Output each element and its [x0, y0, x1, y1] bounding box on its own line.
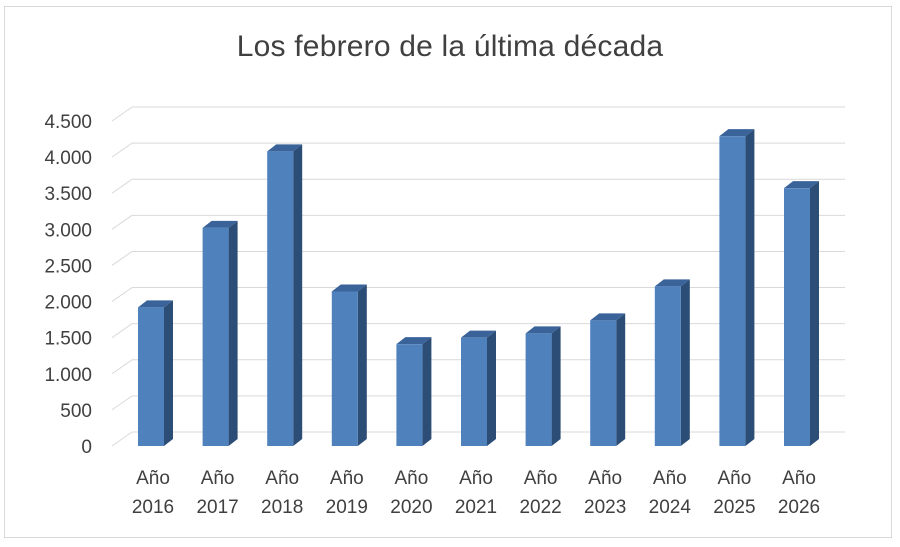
- bar-top: [590, 313, 626, 321]
- bar-top: [654, 279, 690, 287]
- bar-front: [590, 320, 617, 446]
- bar-side: [293, 144, 303, 447]
- x-tick-label-line2: 2018: [261, 497, 303, 518]
- bar: [525, 326, 561, 446]
- bar-side: [228, 220, 238, 446]
- x-tick-label-line2: 2019: [326, 497, 368, 518]
- gridline-depth: [111, 251, 133, 266]
- x-tick-label-line1: Año: [782, 468, 816, 489]
- y-tick-label: 1.500: [44, 329, 92, 350]
- bar: [331, 284, 367, 446]
- y-tick-label: 2.500: [44, 256, 92, 277]
- bar-top: [267, 144, 303, 152]
- chart-title: Los febrero de la última década: [236, 30, 664, 63]
- bar-side: [422, 337, 432, 446]
- bar: [202, 220, 238, 446]
- bar-front: [138, 307, 164, 446]
- bar: [396, 337, 432, 446]
- y-tick-label: 3.500: [44, 184, 92, 205]
- bar-front: [331, 291, 358, 446]
- x-tick-label-line1: Año: [524, 468, 558, 489]
- x-tick-label-line2: 2021: [455, 497, 497, 518]
- bar-side: [810, 181, 819, 446]
- gridline-depth: [111, 431, 133, 447]
- bar-side: [745, 129, 755, 446]
- x-tick-label-line2: 2020: [390, 497, 432, 518]
- y-tick-label: 2.000: [44, 293, 92, 314]
- gridline-depth: [111, 287, 133, 302]
- bar-top: [138, 300, 173, 308]
- gridline-depth: [111, 106, 133, 122]
- x-tick-label-line1: Año: [136, 468, 170, 489]
- bar-side: [487, 330, 496, 446]
- x-tick-label-line2: 2016: [132, 497, 174, 518]
- bar-side: [164, 300, 173, 446]
- bar: [719, 129, 755, 446]
- bar-front: [202, 227, 229, 446]
- x-tick-label-line2: 2024: [649, 497, 692, 518]
- bars: [138, 129, 819, 447]
- gridline-depth: [111, 323, 133, 339]
- bar: [267, 144, 303, 447]
- y-tick-label: 4.500: [44, 112, 92, 133]
- bar-front: [654, 286, 681, 446]
- bar-top: [202, 220, 238, 228]
- gridline-depth: [111, 359, 133, 375]
- bar-top: [525, 326, 561, 334]
- x-tick-label-line2: 2023: [584, 497, 626, 518]
- gridline-depth: [111, 214, 133, 230]
- gridline-depth: [111, 142, 133, 158]
- x-axis-ticks: Año 2016 Año 2017 Año 2018 Año 2019 Año 2020 Año 20…: [132, 468, 820, 518]
- bar-top: [784, 181, 819, 189]
- bar: [590, 313, 626, 446]
- bar-front: [396, 344, 423, 446]
- x-tick-label-line1: Año: [459, 468, 493, 489]
- x-tick-label-line1: Año: [653, 468, 687, 489]
- bar-side: [680, 279, 690, 446]
- x-tick-label-line1: Año: [717, 468, 751, 489]
- x-tick-label-line2: 2026: [778, 497, 820, 518]
- bar: [461, 330, 496, 446]
- y-axis-ticks: 0 500 1.000 1.500 2.000 2.500 3.000 3.500 4.000 4…: [44, 112, 92, 458]
- y-tick-label: 500: [60, 401, 92, 422]
- bar-top: [461, 330, 496, 338]
- x-tick-label-line2: 2025: [713, 497, 755, 518]
- gridline-depth: [111, 178, 133, 194]
- x-tick-label-line1: Año: [588, 468, 622, 489]
- bar: [138, 300, 173, 446]
- y-tick-label: 4.000: [44, 148, 92, 169]
- bar-front: [461, 337, 487, 446]
- x-tick-label-line1: Año: [330, 468, 364, 489]
- bar-front: [719, 136, 746, 446]
- y-tick-label: 3.000: [44, 220, 92, 241]
- bar-front: [784, 188, 810, 446]
- bar-top: [396, 337, 432, 345]
- bar: [654, 279, 690, 446]
- x-tick-label-line1: Año: [265, 468, 299, 489]
- bar-top: [719, 129, 755, 137]
- x-tick-label-line1: Año: [201, 468, 235, 489]
- bar-side: [357, 284, 367, 446]
- gridline-depth: [111, 395, 133, 411]
- x-tick-label-line2: 2022: [519, 497, 561, 518]
- x-tick-label-line2: 2017: [196, 497, 238, 518]
- bar-front: [267, 151, 294, 447]
- y-tick-label: 0: [81, 437, 92, 458]
- bar: [784, 181, 819, 446]
- bar-side: [551, 326, 561, 446]
- bar-side: [616, 313, 626, 446]
- bar-top: [331, 284, 367, 292]
- y-tick-label: 1.000: [44, 365, 92, 386]
- x-tick-label-line1: Año: [394, 468, 428, 489]
- bar-front: [525, 333, 552, 446]
